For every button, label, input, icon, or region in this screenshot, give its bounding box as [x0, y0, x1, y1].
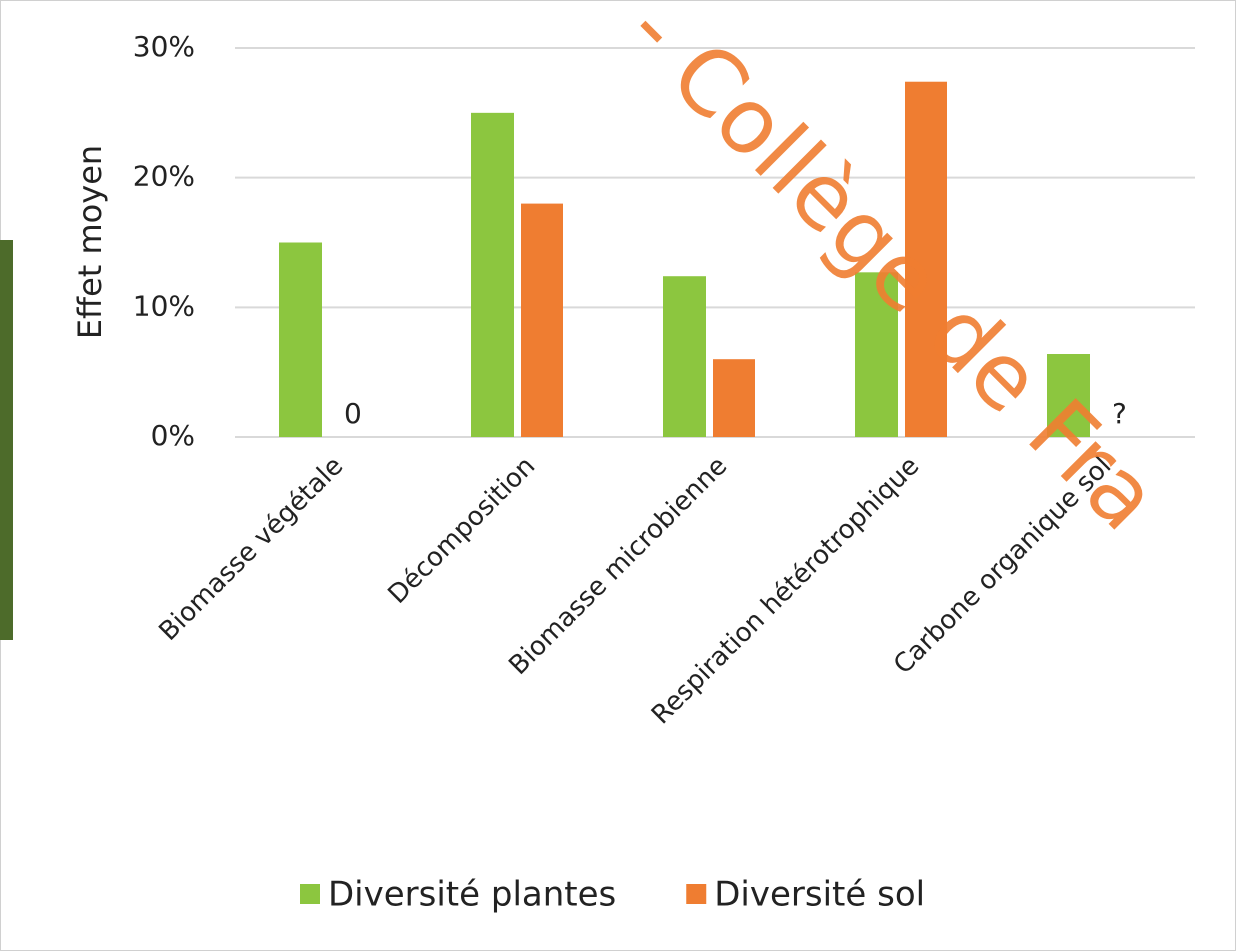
value-label: 0 — [344, 397, 362, 430]
y-axis-label: Effet moyen — [71, 145, 109, 339]
value-label: ? — [1112, 397, 1127, 430]
bar — [855, 272, 898, 437]
bar — [521, 203, 563, 437]
y-tick-label: 30% — [133, 30, 195, 63]
bar — [713, 359, 755, 437]
legend-label: Diversité plantes — [328, 875, 616, 915]
y-tick-label: 0% — [151, 419, 195, 452]
bar — [663, 276, 706, 437]
bar — [1047, 354, 1090, 437]
y-tick-label: 20% — [133, 160, 195, 193]
legend-swatch — [686, 884, 707, 904]
photo-strip — [0, 240, 13, 640]
bar — [279, 242, 322, 437]
y-tick-label: 10% — [133, 289, 195, 322]
bar — [905, 81, 947, 438]
bar — [471, 112, 514, 437]
legend-label: Diversité sol — [714, 875, 925, 915]
legend-swatch — [300, 884, 320, 904]
